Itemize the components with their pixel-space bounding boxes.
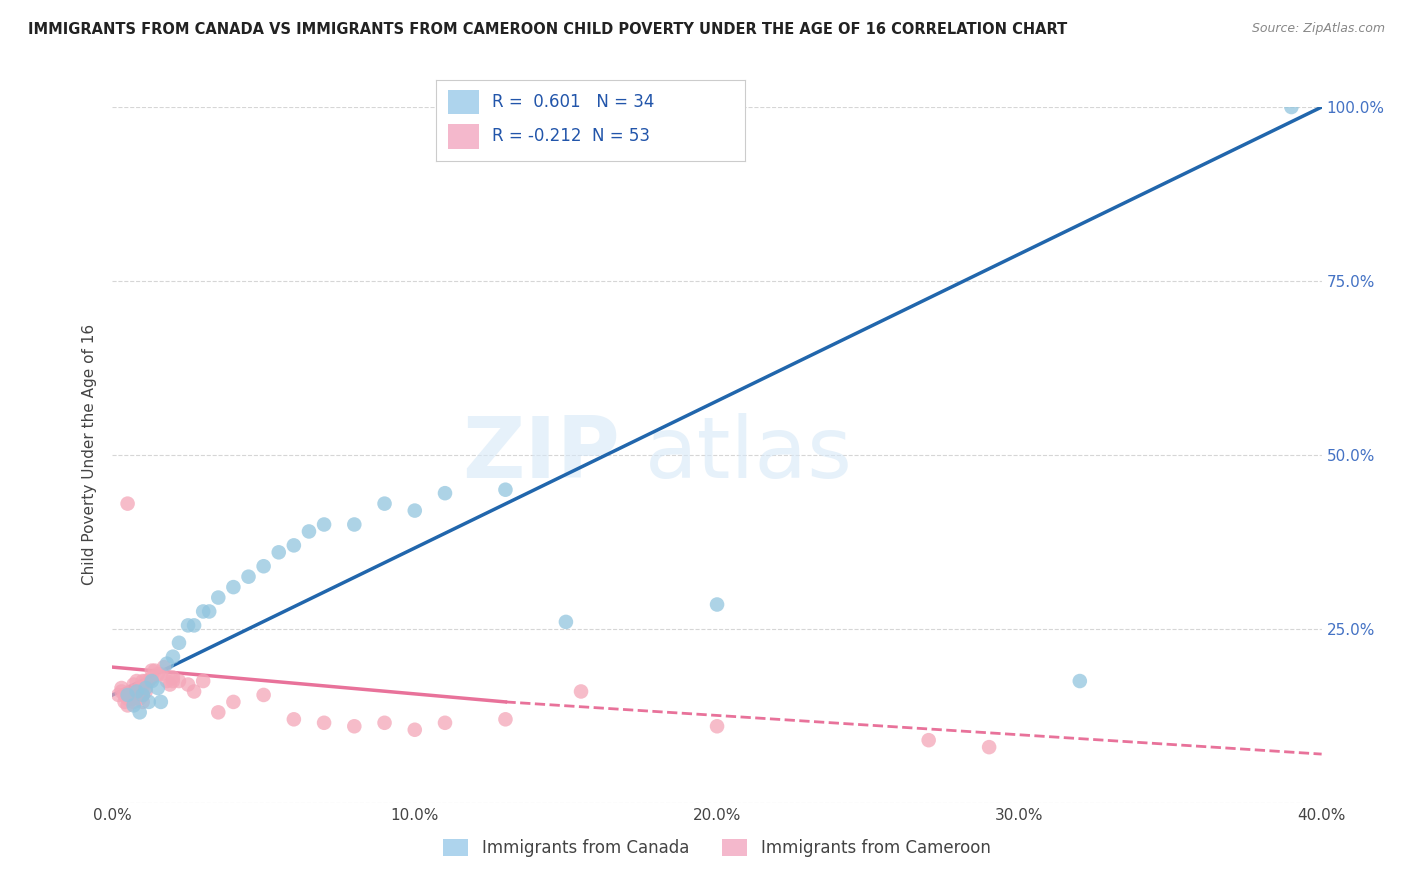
Point [117,497,139,511]
Point [267,545,290,559]
Point [122,695,145,709]
Point [125,674,148,689]
Point [1069,674,1091,689]
Text: R = -0.212  N = 53: R = -0.212 N = 53 [492,128,650,145]
Point [146,667,169,681]
Point [146,681,169,695]
Text: Source: ZipAtlas.com: Source: ZipAtlas.com [1251,22,1385,36]
Point [138,674,160,689]
Point [162,671,184,685]
Point [162,649,184,664]
Point [343,719,366,733]
Point [314,715,336,730]
Point [132,681,155,695]
Point [167,674,190,689]
Point [135,674,157,689]
Point [114,688,136,702]
Text: atlas: atlas [644,413,852,497]
Point [122,698,145,713]
FancyBboxPatch shape [449,125,479,149]
Point [253,688,276,702]
Legend: Immigrants from Canada, Immigrants from Cameroon: Immigrants from Canada, Immigrants from … [437,832,997,864]
Point [132,688,155,702]
Point [110,681,132,695]
Point [222,580,245,594]
Point [122,691,145,706]
Point [117,698,139,713]
Point [128,706,150,720]
Point [114,695,136,709]
Point [1279,100,1302,114]
Point [433,486,456,500]
Point [125,684,148,698]
Point [135,681,157,695]
Point [283,712,305,726]
Point [141,664,163,678]
Point [122,677,145,691]
Point [156,657,179,671]
Point [153,660,176,674]
Point [404,503,426,517]
Point [141,671,163,685]
Point [156,674,179,689]
Point [159,677,181,691]
Point [433,715,456,730]
Point [143,664,166,678]
Point [222,695,245,709]
Point [125,684,148,698]
Point [117,691,139,706]
Point [495,483,517,497]
Point [110,684,132,698]
Point [177,677,200,691]
Point [343,517,366,532]
Point [120,684,142,698]
Point [162,674,184,689]
Point [138,695,160,709]
Point [706,719,728,733]
Point [149,667,172,681]
Point [495,712,517,726]
FancyBboxPatch shape [449,90,479,114]
Y-axis label: Child Poverty Under the Age of 16: Child Poverty Under the Age of 16 [82,325,97,585]
Point [149,695,172,709]
Point [314,517,336,532]
Text: IMMIGRANTS FROM CANADA VS IMMIGRANTS FROM CAMEROON CHILD POVERTY UNDER THE AGE O: IMMIGRANTS FROM CANADA VS IMMIGRANTS FRO… [28,22,1067,37]
Point [554,615,576,629]
Point [207,591,229,605]
Text: R =  0.601   N = 34: R = 0.601 N = 34 [492,93,654,111]
Point [167,636,190,650]
Point [298,524,321,539]
Point [253,559,276,574]
Point [132,674,155,689]
Point [128,681,150,695]
Point [238,570,260,584]
Point [117,688,139,702]
Point [120,688,142,702]
Point [918,733,941,747]
Point [135,684,157,698]
Point [977,740,1000,755]
Point [132,695,155,709]
Point [125,688,148,702]
Point [198,605,221,619]
Point [706,598,728,612]
Point [177,618,200,632]
Point [191,674,214,689]
Point [404,723,426,737]
Point [141,674,163,689]
Point [183,684,205,698]
Point [191,605,214,619]
Point [132,688,155,702]
Point [107,688,129,702]
Point [569,684,592,698]
Point [183,618,205,632]
Text: ZIP: ZIP [463,413,620,497]
Point [374,715,396,730]
Point [283,538,305,552]
Point [128,691,150,706]
Point [207,706,229,720]
Point [374,497,396,511]
